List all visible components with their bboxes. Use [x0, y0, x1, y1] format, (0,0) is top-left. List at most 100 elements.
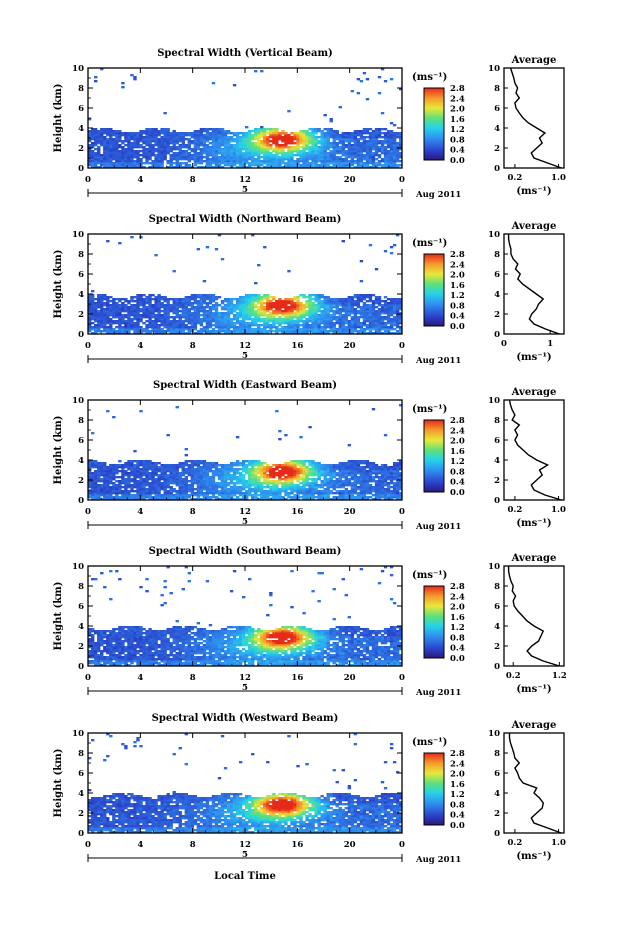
heatmap-cell	[142, 474, 146, 477]
heatmap-cell	[377, 134, 382, 137]
heatmap-cell	[383, 146, 388, 149]
heatmap-cell	[251, 294, 255, 297]
heatmap-cell	[148, 332, 152, 335]
heatmap-cell	[214, 496, 219, 499]
heatmap-cell	[232, 310, 237, 313]
heatmap-cell	[175, 406, 179, 409]
heatmap-cell	[284, 326, 288, 329]
heatmap-cell	[151, 462, 155, 465]
heatmap-cell	[314, 138, 318, 141]
heatmap-cell	[332, 134, 336, 137]
heatmap-cell	[329, 328, 333, 331]
heatmap-cell	[133, 162, 137, 165]
heatmap-cell	[145, 154, 149, 157]
heatmap-cell	[326, 166, 330, 169]
heatmap-cell	[163, 128, 167, 131]
heatmap-cell	[196, 494, 201, 497]
heatmap-cell	[377, 312, 382, 315]
heatmap-cell	[241, 466, 246, 469]
heatmap-cell	[284, 310, 288, 313]
heatmap-cell	[254, 142, 258, 145]
heatmap-cell	[329, 154, 333, 157]
heatmap-cell	[208, 306, 213, 309]
heatmap-cell	[287, 140, 291, 143]
heatmap-cell	[97, 318, 101, 321]
heatmap-cell	[145, 326, 149, 329]
heatmap-cell	[293, 154, 297, 157]
heatmap-cell	[260, 132, 264, 135]
heatmap-cell	[232, 478, 237, 481]
heatmap-cell	[211, 480, 216, 483]
heatmap-cell	[229, 152, 234, 155]
heatmap-cell	[166, 304, 170, 307]
heatmap-cell	[287, 328, 291, 331]
heatmap-cell	[347, 320, 352, 323]
heatmap-cell	[97, 294, 101, 297]
heatmap-cell	[193, 152, 198, 155]
heatmap-cell	[374, 152, 379, 155]
heatmap-cell	[169, 474, 173, 477]
heatmap-cell	[392, 320, 397, 323]
heatmap-cell	[91, 296, 95, 299]
heatmap-cell	[202, 326, 207, 329]
heatmap-cell	[124, 478, 128, 481]
heatmap-cell	[284, 498, 288, 501]
heatmap-cell	[112, 302, 116, 305]
heatmap-cell	[220, 136, 225, 139]
heatmap-cell	[97, 478, 101, 481]
heatmap-cell	[223, 130, 228, 133]
heatmap-cell	[184, 156, 188, 159]
heatmap-cell	[229, 150, 234, 153]
heatmap-cell	[124, 326, 128, 329]
average-y-tick-label: 4	[494, 290, 500, 300]
heatmap-cell	[181, 492, 185, 495]
heatmap-cell	[211, 162, 216, 165]
heatmap-cell	[199, 486, 204, 489]
heatmap-cell	[148, 492, 152, 495]
heatmap-cell	[386, 306, 391, 309]
heatmap-cell	[314, 326, 318, 329]
heatmap-cell	[175, 316, 179, 319]
heatmap-cell	[314, 304, 318, 307]
heatmap-cell	[377, 322, 382, 325]
heatmap-cell	[190, 154, 195, 157]
heatmap-cell	[238, 136, 243, 139]
heatmap-cell	[133, 78, 137, 81]
heatmap-cell	[217, 478, 222, 481]
heatmap-cell	[226, 328, 231, 331]
heatmap-cell	[160, 476, 164, 479]
heatmap-cell	[175, 140, 179, 143]
heatmap-cell	[169, 156, 173, 159]
heatmap-cell	[112, 472, 116, 475]
heatmap-cell	[187, 140, 191, 143]
heatmap-cell	[91, 158, 95, 161]
heatmap-cell	[208, 326, 213, 329]
heatmap-cell	[278, 494, 282, 497]
heatmap-cell	[172, 482, 176, 485]
heatmap-cell	[205, 498, 210, 501]
heatmap-cell	[163, 498, 167, 501]
heatmap-cell	[139, 236, 143, 239]
heatmap-cell	[386, 322, 391, 325]
heatmap-cell	[208, 476, 213, 479]
heatmap-cell	[281, 332, 285, 335]
heatmap-cell	[257, 296, 261, 299]
heatmap-cell	[356, 306, 361, 309]
heatmap-cell	[223, 146, 228, 149]
heatmap-cell	[281, 330, 285, 333]
heatmap-cell	[389, 324, 394, 327]
heatmap-cell	[130, 486, 134, 489]
heatmap-cell	[238, 328, 243, 331]
heatmap-cell	[202, 148, 207, 151]
heatmap-cell	[187, 314, 191, 317]
heatmap-cell	[121, 166, 125, 169]
heatmap-cell	[103, 326, 107, 329]
heatmap-cell	[124, 322, 128, 325]
heatmap-cell	[380, 332, 385, 335]
heatmap-cell	[344, 158, 348, 161]
heatmap-cell	[287, 160, 291, 163]
heatmap-cell	[383, 156, 388, 159]
heatmap-cell	[374, 328, 379, 331]
heatmap-cell	[368, 138, 373, 141]
heatmap-cell	[257, 324, 261, 327]
